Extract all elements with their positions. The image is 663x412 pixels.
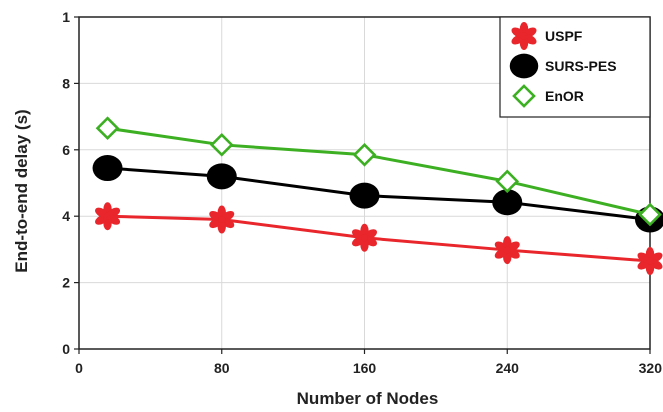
- data-point: [638, 202, 662, 227]
- data-point: [206, 163, 237, 190]
- y-tick-label: 8: [62, 75, 70, 91]
- data-point: [95, 116, 120, 141]
- y-axis-title: End-to-end delay (s): [12, 109, 31, 272]
- marker-shape: [352, 142, 377, 167]
- data-point: [95, 202, 121, 231]
- marker-shape: [495, 169, 520, 194]
- data-point: [209, 132, 234, 157]
- legend-label: SURS-PES: [545, 58, 617, 74]
- y-tick-label: 0: [62, 341, 70, 357]
- marker-shape: [509, 53, 539, 79]
- x-tick-label: 160: [353, 360, 377, 376]
- marker-shape: [92, 155, 123, 182]
- marker-center: [104, 212, 112, 220]
- data-point: [492, 189, 523, 216]
- data-point: [92, 155, 123, 182]
- marker-shape: [492, 189, 523, 216]
- legend-item: SURS-PES: [509, 53, 617, 79]
- marker-shape: [638, 202, 662, 227]
- series-surs-pes: [92, 155, 663, 233]
- legend-item: EnOR: [512, 84, 584, 108]
- x-tick-label: 0: [75, 360, 83, 376]
- marker-shape: [209, 132, 234, 157]
- data-point: [352, 223, 377, 252]
- x-tick-label: 80: [214, 360, 230, 376]
- marker-center: [218, 216, 226, 224]
- marker-shape: [95, 116, 120, 141]
- x-axis-title: Number of Nodes: [297, 389, 439, 408]
- legend-label: USPF: [545, 28, 583, 44]
- marker-center: [361, 234, 368, 242]
- legend-item: USPF: [511, 22, 583, 50]
- series-line: [107, 126, 651, 217]
- data-point: [494, 236, 520, 265]
- data-point: [352, 142, 377, 167]
- legend-marker: [509, 53, 539, 79]
- legend-label: EnOR: [545, 88, 584, 104]
- marker-shape: [206, 163, 237, 190]
- marker-center: [503, 246, 511, 254]
- series-enor: [95, 116, 662, 227]
- marker-shape: [512, 84, 536, 108]
- marker-center: [646, 257, 654, 265]
- marker-center: [520, 32, 528, 40]
- x-tick-label: 240: [496, 360, 520, 376]
- x-tick-label: 320: [639, 360, 663, 376]
- legend: USPF SURS-PES EnOR: [499, 16, 651, 118]
- series: [92, 116, 663, 276]
- data-point: [349, 182, 380, 209]
- y-axis-ticks: 0 2 4 6 8 1: [62, 9, 79, 357]
- y-tick-label: 4: [62, 208, 70, 224]
- series-line: [107, 214, 651, 263]
- legend-marker: [511, 22, 537, 50]
- series-uspf: [95, 202, 663, 276]
- y-tick-label: 1: [62, 9, 70, 25]
- data-point: [637, 247, 663, 276]
- data-point: [209, 205, 235, 234]
- y-tick-label: 6: [62, 142, 70, 158]
- data-point: [495, 169, 520, 194]
- legend-marker: [512, 84, 536, 108]
- marker-shape: [349, 182, 380, 209]
- x-axis-ticks: 0 80 160 240 320: [75, 349, 662, 376]
- y-tick-label: 2: [62, 275, 70, 291]
